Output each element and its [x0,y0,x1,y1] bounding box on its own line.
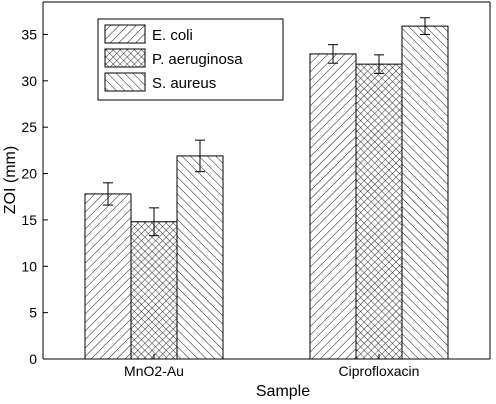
legend-label: P. aeruginosa [152,51,243,68]
y-tick-label: 20 [21,166,37,182]
legend: E. coli P. aeruginosa S. aureus [97,18,284,101]
legend-swatch [104,48,146,68]
bar-e-coli-ciprofloxacin [309,53,357,360]
x-tick-label: Ciprofloxacin [339,363,420,379]
y-tick-label: 30 [21,73,37,89]
bar-s-aureus-ciprofloxacin [401,25,449,360]
y-axis: 0 5 10 15 20 25 30 35 [21,2,48,367]
plot-area [43,1,491,360]
legend-swatch [104,24,146,44]
bar-p-aeruginosa-ciprofloxacin [355,63,403,360]
y-axis-title: ZOI (mm) [2,146,19,214]
bar-p-aeruginosa-mno2-au [130,221,178,360]
legend-label: E. coli [152,27,193,44]
bar-s-aureus-mno2-au [176,155,224,360]
y-tick-label: 5 [29,305,37,321]
x-axis: MnO2-Au Ciprofloxacin [43,354,490,379]
legend-swatch [104,72,146,92]
bar-e-coli-mno2-au [84,193,132,360]
y-tick-label: 0 [29,351,37,367]
x-tick-label: MnO2-Au [124,363,184,379]
y-tick-label: 35 [21,26,37,42]
y-tick-label: 10 [21,258,37,274]
legend-label: S. aureus [152,75,216,92]
x-axis-title: Sample [256,383,310,400]
y-tick-label: 25 [21,119,37,135]
y-tick-label: 15 [21,212,37,228]
